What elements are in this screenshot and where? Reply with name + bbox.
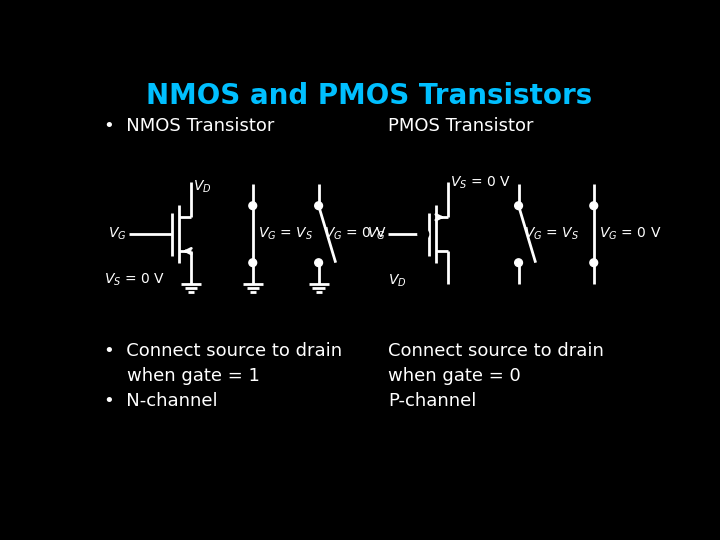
Text: $V_D$: $V_D$ [193, 179, 212, 195]
Text: $V_S$ = 0 V: $V_S$ = 0 V [104, 271, 165, 288]
Circle shape [315, 202, 323, 210]
Text: $V_S$ = 0 V: $V_S$ = 0 V [451, 174, 511, 191]
Circle shape [249, 259, 256, 267]
Circle shape [315, 259, 323, 267]
Text: $V_D$: $V_D$ [388, 273, 407, 289]
Circle shape [418, 230, 428, 239]
Text: $V_G$ = $V_S$: $V_G$ = $V_S$ [524, 226, 579, 242]
Text: $V_G$ = 0 V: $V_G$ = 0 V [599, 226, 662, 242]
Text: Connect source to drain
when gate = 0
P-channel: Connect source to drain when gate = 0 P-… [388, 342, 604, 410]
Text: $V_G$: $V_G$ [367, 226, 386, 242]
Text: $V_G$ = 0 V: $V_G$ = 0 V [324, 226, 387, 242]
Circle shape [590, 259, 598, 267]
Text: NMOS and PMOS Transistors: NMOS and PMOS Transistors [146, 82, 592, 110]
Circle shape [249, 202, 256, 210]
Circle shape [515, 259, 523, 267]
Text: $V_G$ = $V_S$: $V_G$ = $V_S$ [258, 226, 313, 242]
Circle shape [590, 202, 598, 210]
Text: PMOS Transistor: PMOS Transistor [388, 117, 534, 135]
Text: •  NMOS Transistor: • NMOS Transistor [104, 117, 274, 135]
Circle shape [515, 202, 523, 210]
Text: •  Connect source to drain
    when gate = 1
•  N-channel: • Connect source to drain when gate = 1 … [104, 342, 342, 410]
Text: $V_G$: $V_G$ [108, 226, 127, 242]
